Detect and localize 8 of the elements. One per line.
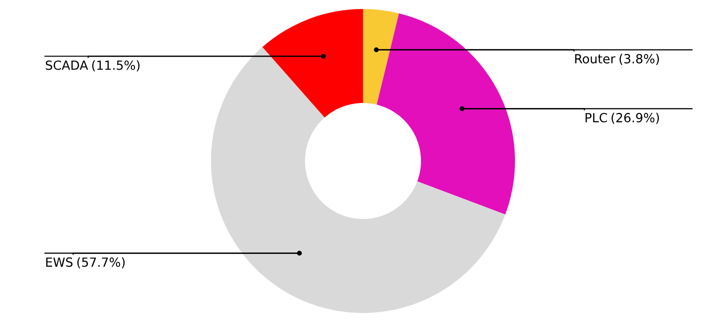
- slice-label: SCADA: [46, 60, 88, 70]
- data-label: (57.7%): [77, 257, 125, 268]
- data-label: (3.8%): [620, 54, 659, 65]
- slice-label: EWS: [46, 257, 72, 267]
- slice-label: Router: [575, 54, 616, 64]
- data-label: (11.5%): [92, 60, 140, 72]
- slice-label: PLC: [586, 112, 607, 122]
- data-label: (26.9%): [612, 112, 659, 124]
